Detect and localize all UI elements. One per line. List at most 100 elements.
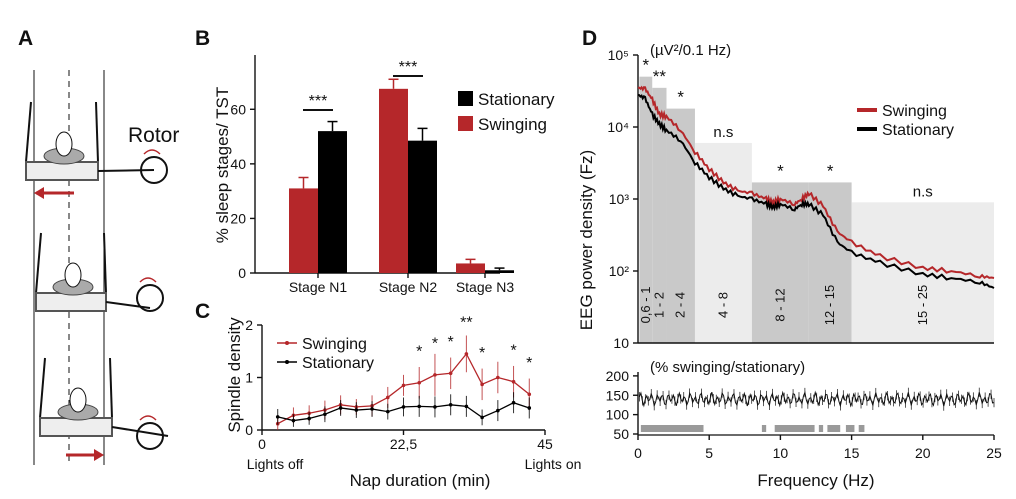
d-xtick-label: 25 bbox=[986, 445, 1002, 461]
motion-arrow-right-head bbox=[94, 449, 104, 461]
c-xtick-label: 45 bbox=[537, 436, 553, 452]
bed-platform-0 bbox=[25, 161, 99, 181]
c-point-stationary bbox=[511, 400, 516, 405]
d-xtick-label: 20 bbox=[915, 445, 931, 461]
b-legend-swatch-swinging bbox=[458, 116, 473, 131]
b-legend: Stationary Swinging bbox=[458, 90, 555, 134]
d-band-rect bbox=[751, 182, 809, 343]
d-band-significance: * bbox=[677, 88, 684, 107]
d-ytick-label: 10³ bbox=[609, 191, 630, 207]
c-point-stationary bbox=[401, 405, 406, 409]
c-significance-label: * bbox=[479, 345, 485, 362]
d-legend-label: Stationary bbox=[882, 122, 954, 139]
b-legend-label: Swinging bbox=[478, 115, 547, 134]
d-ratio-line bbox=[638, 390, 995, 408]
c-ytick-label: 2 bbox=[245, 317, 253, 333]
b-category-label: Stage N2 bbox=[379, 279, 438, 295]
person-head-2 bbox=[69, 387, 87, 413]
d-band-significance: ** bbox=[653, 67, 667, 86]
c-point-swinging bbox=[464, 352, 469, 356]
bed-hanger-left-0 bbox=[25, 101, 32, 163]
c-point-stationary bbox=[370, 407, 374, 411]
d-ratio-significance-bar bbox=[761, 425, 767, 432]
d-ratio-ytick-label: 150 bbox=[606, 387, 630, 403]
d-ratio-ytick-label: 100 bbox=[606, 407, 630, 423]
b-significance-label: *** bbox=[399, 59, 418, 76]
d-band-label: 15 - 25 bbox=[915, 285, 930, 325]
c-point-swinging bbox=[417, 380, 422, 385]
c-point-stationary bbox=[480, 415, 484, 420]
b-bar-stationary bbox=[485, 270, 514, 273]
d-ratio-ytick-label: 50 bbox=[613, 426, 629, 442]
c-significance-label: * bbox=[510, 342, 516, 359]
c-legend-marker bbox=[285, 341, 289, 345]
d-ratio-significance-bar bbox=[640, 425, 704, 432]
b-category-label: Stage N1 bbox=[289, 279, 348, 295]
d-band-rect bbox=[652, 87, 667, 343]
d-band-rect bbox=[639, 76, 653, 343]
b-bar-stationary bbox=[318, 131, 347, 273]
c-ytick-label: 0 bbox=[245, 422, 253, 438]
bed-hanger-left-1 bbox=[35, 232, 42, 294]
c-annotation-lights-on: Lights on bbox=[525, 456, 582, 472]
c-significance-label: * bbox=[526, 355, 532, 372]
rotor-rod-0 bbox=[97, 169, 155, 172]
rotor-rod-1 bbox=[105, 301, 151, 309]
c-point-stationary bbox=[464, 404, 469, 409]
c-point-stationary bbox=[496, 408, 500, 413]
rotation-arrow-2 bbox=[139, 415, 157, 421]
d-band-label: 4 - 8 bbox=[715, 292, 730, 318]
d-ratio-significance-bar bbox=[774, 425, 815, 432]
b-category-label: Stage N3 bbox=[456, 279, 515, 295]
bed-hanger-left-2 bbox=[39, 357, 46, 419]
c-point-stationary bbox=[448, 403, 453, 407]
d-band-label: 2 - 4 bbox=[673, 292, 688, 318]
panel-letter-d: D bbox=[582, 27, 597, 50]
panel-letter-c: C bbox=[195, 300, 210, 323]
c-legend-label: Swinging bbox=[302, 336, 367, 353]
d-ratio-label: (% swinging/stationary) bbox=[650, 359, 805, 376]
b-category-labels: Stage N1 Stage N2 Stage N3 bbox=[289, 273, 515, 295]
motion-arrow-left-head bbox=[34, 187, 44, 199]
d-xtick-label: 10 bbox=[773, 445, 789, 461]
bed-platform-2 bbox=[39, 417, 113, 437]
c-point-swinging bbox=[385, 395, 390, 400]
b-ytick-label: 40 bbox=[230, 156, 246, 172]
c-legend: Swinging Stationary bbox=[277, 336, 374, 372]
b-bar-stationary bbox=[408, 140, 437, 273]
c-point-stationary bbox=[323, 412, 327, 417]
b-bars: *** *** bbox=[289, 59, 514, 273]
bed-hanger-right-1 bbox=[103, 232, 107, 294]
c-series: * * **** ** bbox=[275, 315, 532, 430]
c-point-stationary bbox=[275, 415, 280, 419]
b-y-axis-label: % sleep stages/ TST bbox=[213, 87, 232, 244]
c-point-stationary bbox=[417, 404, 422, 409]
c-point-swinging bbox=[527, 392, 532, 397]
d-unit-label: (µV²/0.1 Hz) bbox=[650, 42, 731, 59]
c-significance-label: * bbox=[448, 334, 454, 351]
b-bar-swinging bbox=[456, 263, 485, 273]
rocking-bed-schematic: Rotor bbox=[25, 70, 179, 465]
person-head-1 bbox=[64, 262, 82, 288]
b-legend-label: Stationary bbox=[478, 90, 555, 109]
d-band-significance: n.s bbox=[913, 183, 933, 200]
d-ytick-label: 10⁵ bbox=[608, 47, 629, 63]
bed-hanger-right-0 bbox=[95, 101, 99, 163]
c-significance-label: ** bbox=[460, 315, 472, 332]
d-ytick-label: 10⁴ bbox=[607, 119, 629, 135]
b-y-ticks: 0 20 40 60 bbox=[230, 101, 255, 281]
rotation-arrow-1 bbox=[139, 277, 157, 283]
c-point-stationary bbox=[291, 418, 296, 423]
rotor-label: Rotor bbox=[128, 124, 179, 147]
rotation-arrow-0 bbox=[143, 149, 161, 155]
c-point-stationary bbox=[307, 416, 311, 421]
d-legend: Swinging Stationary bbox=[857, 103, 954, 139]
c-point-stationary bbox=[385, 409, 390, 414]
panel-letter-b: B bbox=[195, 27, 210, 50]
d-ratio-significance-bar bbox=[845, 425, 855, 432]
person-head-0 bbox=[55, 131, 73, 157]
b-ytick-label: 60 bbox=[230, 101, 246, 117]
d-band-label: 12 - 15 bbox=[822, 285, 837, 325]
